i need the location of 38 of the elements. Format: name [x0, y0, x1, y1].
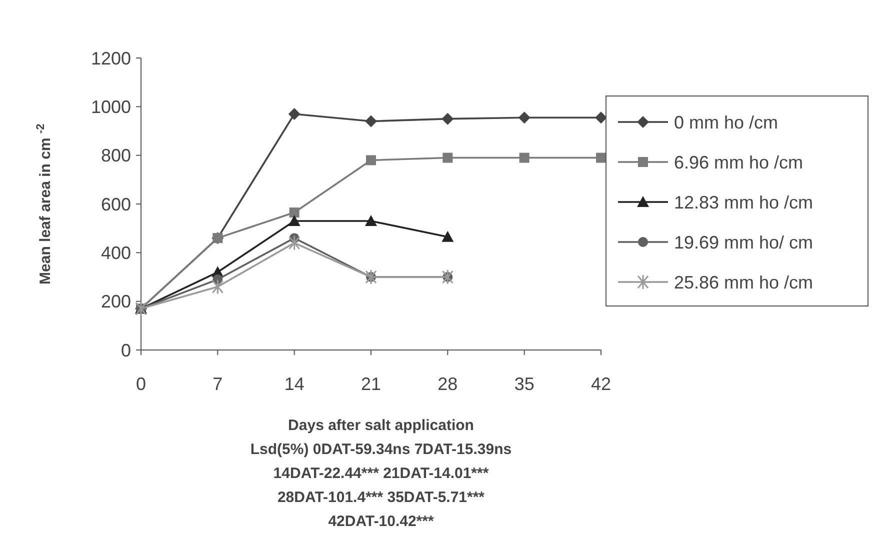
- point: [212, 278, 224, 294]
- y-tick-label: 0: [120, 340, 131, 360]
- x-tick-label: 14: [284, 374, 304, 394]
- y-tick-label: 600: [100, 194, 131, 214]
- y-tick-label: 1000: [90, 96, 131, 117]
- point: [289, 208, 300, 218]
- point: [288, 235, 300, 251]
- x-tick-label: 28: [438, 374, 458, 394]
- point: [442, 152, 453, 163]
- legend-label: 25.86 mm ho /cm: [674, 272, 814, 292]
- point: [288, 108, 300, 120]
- point: [288, 215, 300, 226]
- x-tick-label: 0: [136, 374, 146, 394]
- x-axis-title: Days after salt application: [288, 417, 474, 434]
- y-tick-label: 800: [100, 146, 131, 166]
- legend-label: 6.96 mm ho /cm: [674, 152, 804, 172]
- point: [596, 152, 606, 163]
- point: [442, 112, 454, 125]
- point: [366, 155, 376, 166]
- legend-label: 12.83 mm ho /cm: [674, 192, 814, 212]
- x-tick-label: 7: [212, 374, 223, 394]
- y-tick-label: 200: [100, 292, 131, 312]
- text: Lsd(5%) 0DAT-59.34ns 7DAT-15.39ns 14DAT-22.44*** 21DAT-14.01*** 28DAT-101.4*** 35DAT-5.71*** 42DAT-10.42***: [250, 441, 512, 530]
- x-tick-label: 42: [590, 374, 612, 394]
- point: [365, 215, 377, 226]
- point: [442, 269, 454, 285]
- y-tick-label: 400: [100, 242, 131, 263]
- point: [519, 152, 530, 163]
- y-tick-label: 1200: [90, 48, 131, 68]
- x-tick-label: 35: [514, 374, 534, 394]
- legend-label: 0 mm ho /cm: [674, 112, 778, 132]
- point: [365, 115, 377, 128]
- point: [595, 112, 607, 124]
- point: [518, 112, 530, 124]
- x-tick-label: 21: [360, 374, 382, 394]
- legend-label: 19.69 mm ho/ cm: [674, 232, 814, 252]
- point: [442, 230, 454, 242]
- point: [365, 269, 377, 285]
